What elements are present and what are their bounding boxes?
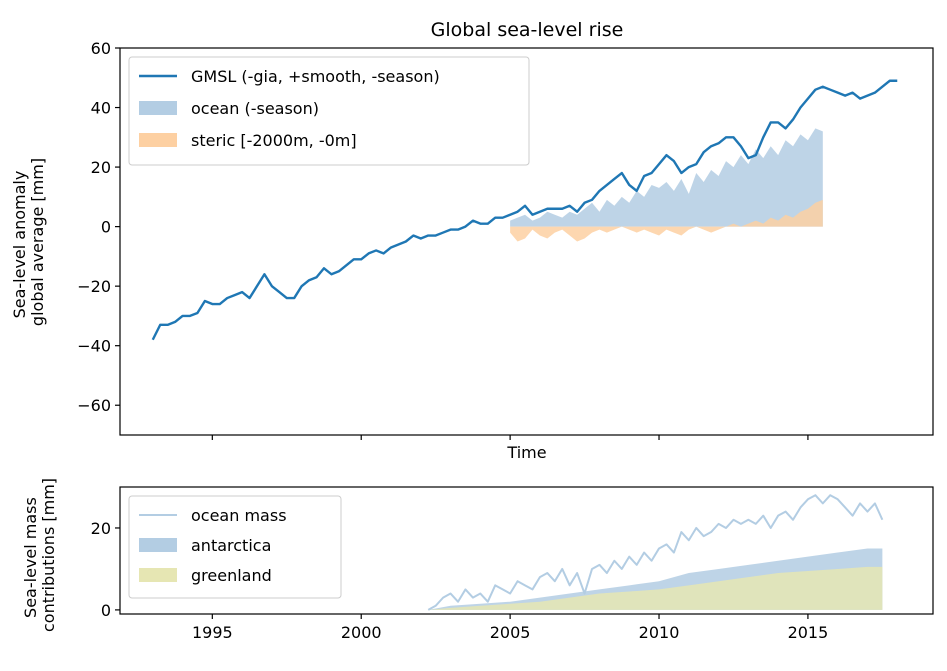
top-y-tick-label: 40 <box>91 99 111 118</box>
top-panel: 60 40 20 0 −20 −40 −60 GMSL (-gia, +smooth, -se… <box>77 39 934 440</box>
bottom-legend: ocean mass antarctica greenland <box>128 495 342 599</box>
bottom-panel: 0 20 1995 2000 2005 2010 2015 ocean mass antarct… <box>91 486 934 642</box>
top-legend-swatch-1 <box>139 101 177 115</box>
bottom-series-line-0 <box>427 494 884 611</box>
top-series-area-2 <box>510 199 823 242</box>
top-legend-box <box>128 56 530 166</box>
bottom-legend-swatch-2 <box>139 568 177 582</box>
top-x-axis-title: Time <box>506 443 546 462</box>
bottom-y-axis-title-line-2: contributions [mm] <box>39 478 58 632</box>
top-y-axis-title-line-2: global average [mm] <box>28 158 47 326</box>
bottom-series-area-2 <box>428 566 883 610</box>
chart-title: Global sea-level rise <box>431 19 624 41</box>
top-y-tick-label: 60 <box>91 39 111 58</box>
top-legend: GMSL (-gia, +smooth, -season) ocean (-sea… <box>128 56 530 166</box>
bottom-x-tick-label: 2000 <box>341 623 382 642</box>
top-legend-swatch-2 <box>139 133 177 147</box>
bottom-x-tick-label: 2005 <box>490 623 531 642</box>
top-series-area-1 <box>510 128 823 227</box>
bottom-legend-label-0: ocean mass <box>191 506 287 525</box>
top-legend-label-1: ocean (-season) <box>191 99 319 118</box>
top-series-line-0 <box>151 79 898 341</box>
bottom-x-tick-label: 2010 <box>639 623 680 642</box>
top-y-tick-label: −60 <box>77 396 111 415</box>
bottom-legend-label-2: greenland <box>191 566 272 585</box>
top-legend-label-2: steric [-2000m, -0m] <box>191 131 357 150</box>
top-y-axis-title: Sea-level anomaly global average [mm] <box>10 158 47 326</box>
bottom-y-axis-title: Sea-level mass contributions [mm] <box>21 478 58 632</box>
bottom-axes-frame <box>119 486 934 615</box>
bottom-x-tick-label: 2015 <box>788 623 829 642</box>
top-y-tick-label: 0 <box>101 218 111 237</box>
top-y-tick-label: −40 <box>77 337 111 356</box>
top-y-tick-label: 20 <box>91 158 111 177</box>
bottom-legend-box <box>128 495 342 599</box>
top-legend-label-0: GMSL (-gia, +smooth, -season) <box>191 67 440 86</box>
bottom-legend-swatch-1 <box>139 538 177 552</box>
top-axes-frame <box>119 47 934 436</box>
top-y-tick-label: −20 <box>77 277 111 296</box>
bottom-y-tick-label: 20 <box>91 519 111 538</box>
top-y-axis-title-line-1: Sea-level anomaly <box>10 171 29 319</box>
bottom-x-tick-label: 1995 <box>192 623 233 642</box>
bottom-y-axis-title-line-1: Sea-level mass <box>21 497 40 618</box>
bottom-y-tick-label: 0 <box>101 601 111 620</box>
bottom-legend-label-1: antarctica <box>191 536 271 555</box>
